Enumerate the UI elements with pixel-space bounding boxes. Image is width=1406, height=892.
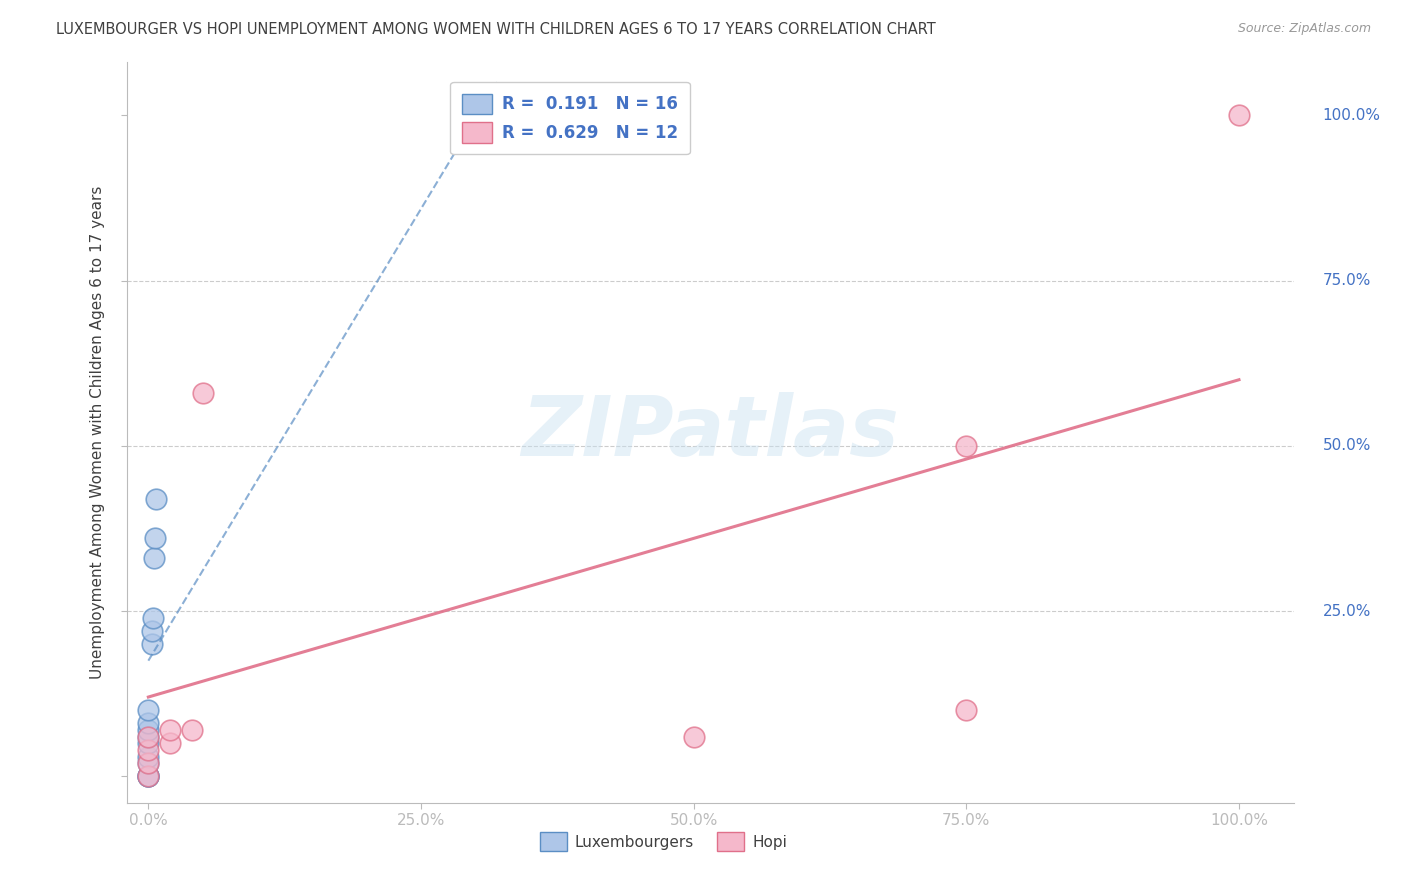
Point — [138, 769, 160, 783]
Point — [181, 723, 204, 737]
Text: 75.0%: 75.0% — [1323, 273, 1371, 288]
Text: ZIPatlas: ZIPatlas — [522, 392, 898, 473]
Point — [142, 551, 165, 566]
Point — [138, 749, 160, 764]
Text: 25.0%: 25.0% — [1323, 604, 1371, 618]
Point — [138, 703, 160, 717]
Point — [138, 743, 160, 757]
Point — [138, 716, 160, 731]
Point — [141, 624, 163, 638]
Point — [191, 386, 214, 401]
Legend: Luxembourgers, Hopi: Luxembourgers, Hopi — [529, 822, 797, 862]
Point — [141, 637, 163, 651]
Point — [159, 723, 181, 737]
Point — [138, 730, 160, 744]
Y-axis label: Unemployment Among Women with Children Ages 6 to 17 years: Unemployment Among Women with Children A… — [90, 186, 105, 680]
Text: 50.0%: 50.0% — [1323, 438, 1371, 453]
Point — [138, 769, 160, 783]
Point — [955, 703, 977, 717]
Point — [142, 611, 165, 625]
Point — [138, 756, 160, 771]
Point — [138, 730, 160, 744]
Text: 100.0%: 100.0% — [1323, 108, 1381, 123]
Point — [138, 756, 160, 771]
Point — [1227, 108, 1250, 122]
Point — [145, 491, 167, 506]
Text: Source: ZipAtlas.com: Source: ZipAtlas.com — [1237, 22, 1371, 36]
Point — [143, 532, 166, 546]
Point — [138, 723, 160, 737]
Point — [955, 439, 977, 453]
Point — [138, 736, 160, 750]
Point — [138, 769, 160, 783]
Point — [682, 730, 704, 744]
Point — [138, 769, 160, 783]
Point — [159, 736, 181, 750]
Text: LUXEMBOURGER VS HOPI UNEMPLOYMENT AMONG WOMEN WITH CHILDREN AGES 6 TO 17 YEARS C: LUXEMBOURGER VS HOPI UNEMPLOYMENT AMONG … — [56, 22, 936, 37]
